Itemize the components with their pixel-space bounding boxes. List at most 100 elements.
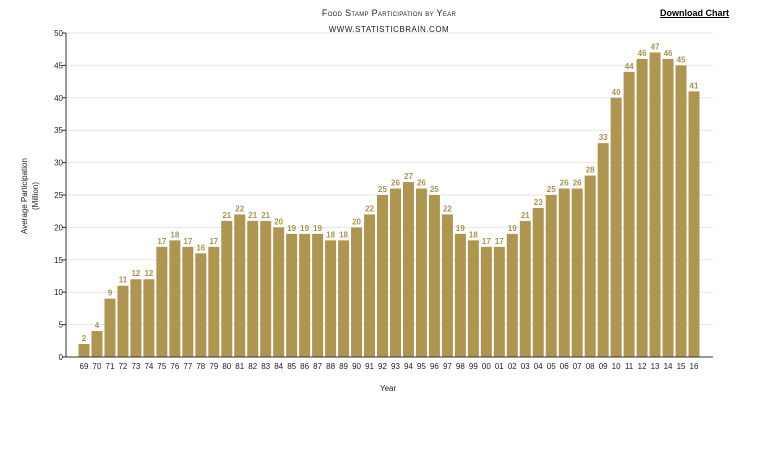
data-label: 21 (261, 211, 270, 220)
y-tick-label: 5 (59, 321, 64, 330)
data-label: 22 (235, 204, 244, 213)
bar (299, 233, 311, 357)
x-tick-label: 05 (547, 362, 556, 371)
data-label: 44 (625, 62, 634, 71)
bar (377, 195, 389, 357)
x-tick-label: 87 (313, 362, 322, 371)
data-label: 17 (183, 237, 192, 246)
x-tick-label: 85 (287, 362, 296, 371)
x-tick-label: 83 (261, 362, 270, 371)
x-tick-label: 80 (222, 362, 231, 371)
x-tick-label: 75 (157, 362, 166, 371)
bar (234, 214, 246, 357)
x-axis-label: Year (380, 384, 397, 393)
x-tick-label: 09 (599, 362, 608, 371)
bar (454, 233, 466, 357)
bar (364, 214, 376, 357)
data-label: 25 (378, 185, 387, 194)
x-tick-label: 92 (378, 362, 387, 371)
bar (545, 195, 557, 357)
bar (506, 233, 518, 357)
bar (195, 253, 207, 357)
download-chart-link[interactable]: Download Chart (660, 8, 729, 18)
bar (636, 58, 648, 358)
bar (415, 188, 427, 357)
y-tick-label: 0 (59, 353, 64, 362)
data-label: 16 (196, 243, 205, 252)
data-label: 19 (456, 224, 465, 233)
x-tick-label: 91 (365, 362, 374, 371)
bar (532, 207, 544, 357)
data-label: 21 (248, 211, 257, 220)
x-tick-label: 76 (170, 362, 179, 371)
y-tick-label: 50 (54, 29, 63, 38)
data-label: 12 (131, 269, 140, 278)
data-label: 47 (651, 42, 660, 51)
x-tick-label: 77 (183, 362, 192, 371)
bar (519, 220, 531, 357)
x-tick-label: 69 (80, 362, 89, 371)
bar (78, 344, 90, 357)
bar (91, 331, 103, 357)
x-tick-label: 89 (339, 362, 348, 371)
x-tick-label: 03 (521, 362, 530, 371)
x-tick-label: 90 (352, 362, 361, 371)
x-tick-label: 14 (664, 362, 673, 371)
data-label: 21 (521, 211, 530, 220)
x-tick-label: 11 (625, 362, 634, 371)
bar (169, 240, 181, 357)
data-label: 26 (573, 179, 582, 188)
bar (558, 188, 570, 357)
x-tick-label: 95 (417, 362, 426, 371)
y-tick-label: 25 (54, 191, 63, 200)
y-tick-label: 10 (54, 288, 63, 297)
y-tick-label: 30 (54, 159, 63, 168)
data-label: 26 (417, 179, 426, 188)
bar (428, 195, 440, 357)
bar (286, 233, 298, 357)
bar (104, 298, 116, 357)
bar (325, 240, 337, 357)
data-label: 46 (664, 49, 673, 58)
data-label: 26 (391, 179, 400, 188)
data-label: 17 (495, 237, 504, 246)
bar (467, 240, 479, 357)
data-label: 22 (365, 204, 374, 213)
x-tick-label: 74 (144, 362, 153, 371)
chart-title: Food Stamp Participation by Year (321, 8, 457, 18)
data-label: 17 (157, 237, 166, 246)
x-tick-label: 70 (93, 362, 102, 371)
data-label: 19 (313, 224, 322, 233)
x-tick-label: 06 (560, 362, 569, 371)
data-label: 23 (534, 198, 543, 207)
y-tick-label: 35 (54, 126, 63, 135)
x-tick-label: 93 (391, 362, 400, 371)
x-tick-label: 97 (443, 362, 452, 371)
bar (649, 52, 661, 357)
y-tick-label: 45 (54, 61, 63, 70)
x-tick-label: 01 (495, 362, 504, 371)
data-label: 41 (690, 81, 699, 90)
data-label: 27 (404, 172, 413, 181)
data-label: 18 (339, 230, 348, 239)
x-tick-label: 99 (469, 362, 478, 371)
data-label: 12 (144, 269, 153, 278)
data-label: 28 (586, 166, 595, 175)
data-label: 26 (560, 179, 569, 188)
bar (130, 279, 142, 357)
x-tick-label: 08 (586, 362, 595, 371)
x-tick-label: 81 (235, 362, 244, 371)
bar (402, 182, 414, 357)
bar (182, 246, 194, 357)
bar (662, 58, 674, 358)
data-label: 9 (108, 289, 113, 298)
bar (156, 246, 168, 357)
bar (247, 220, 259, 357)
bar (675, 65, 687, 358)
x-tick-label: 71 (106, 362, 115, 371)
bar (351, 227, 363, 357)
bar (493, 246, 505, 357)
x-tick-label: 79 (209, 362, 218, 371)
bar (610, 97, 622, 358)
